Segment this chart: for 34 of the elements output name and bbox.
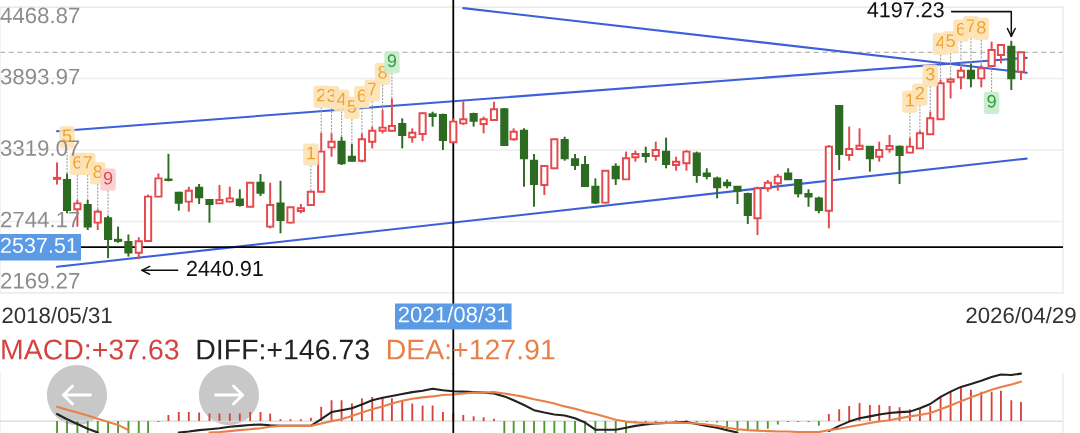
annotation: 3 — [327, 89, 336, 103]
x-tick-label: 2018/05/31 — [2, 306, 112, 324]
annotation: 7 — [368, 82, 377, 96]
annotation: 7 — [966, 19, 976, 32]
annotation: 4197.23 — [867, 2, 944, 18]
annotation: 5 — [946, 34, 955, 48]
y-tick-label: 3319.07 — [0, 140, 80, 156]
y-tick-label: 4468.87 — [0, 7, 80, 24]
annotation: 7 — [83, 156, 92, 169]
ref-line-label: 2021/08/31 — [398, 306, 508, 323]
ref-line-label: 2537.51 — [1, 237, 77, 253]
annotation: 6 — [956, 22, 966, 36]
annotation: 9 — [387, 54, 397, 68]
series-label: DIFF:+146.73 — [197, 339, 369, 360]
annotation: 5 — [347, 100, 357, 113]
annotation: 1 — [307, 146, 315, 160]
x-tick-label: 2026/04/29 — [966, 306, 1076, 324]
annotation: 8 — [977, 21, 986, 34]
series-label: MACD:+37.63 — [2, 339, 179, 360]
annotation: 4 — [336, 92, 347, 106]
annotation: 2440.91 — [187, 260, 263, 277]
annotation: 2 — [317, 88, 326, 102]
annotation: 6 — [357, 89, 367, 103]
annotation: 8 — [93, 165, 102, 179]
annotation: 3 — [925, 67, 935, 81]
annotation: 2 — [915, 86, 925, 100]
annotation: 8 — [378, 65, 387, 79]
annotation: 9 — [987, 94, 996, 108]
y-tick-label: 2169.27 — [1, 272, 80, 289]
annotation: 6 — [73, 155, 82, 169]
y-tick-label: 3893.97 — [0, 68, 80, 85]
annotation: 4 — [935, 36, 946, 49]
annotation: 1 — [906, 93, 915, 107]
annotation: 9 — [103, 171, 113, 185]
